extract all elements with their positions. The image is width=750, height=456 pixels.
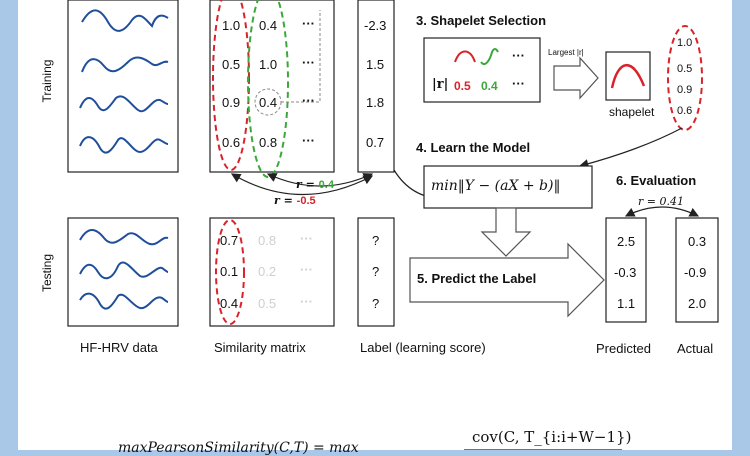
sim-test-r2c2: ··· <box>300 294 313 309</box>
predicted-box <box>605 217 647 323</box>
testing-side-label: Testing <box>40 253 54 293</box>
hrv-testing-wave-2 <box>79 261 169 280</box>
selected-value-2: 0.9 <box>677 84 693 96</box>
sim-train-r3c2: ··· <box>302 133 315 148</box>
train-label-1: 1.5 <box>366 57 385 72</box>
step3-val-red: 0.5 <box>454 79 471 93</box>
predicted-1: -0.3 <box>614 265 637 280</box>
sim-test-r2c0: 0.4 <box>220 296 239 311</box>
hrv-testing-box <box>67 217 179 327</box>
correlation-arc-red <box>230 173 374 196</box>
hrv-testing-wave-3 <box>79 292 169 310</box>
step6-title: 6. Evaluation <box>616 173 697 188</box>
hrv-testing-wave-1 <box>79 229 169 246</box>
step3-title: 3. Shapelet Selection <box>416 13 547 28</box>
step5-title: 5. Predict the Label <box>417 271 537 286</box>
predict-arrow <box>409 242 605 318</box>
sim-test-r0c2: ··· <box>300 231 313 246</box>
corr-green-label: r = 0.4 <box>296 178 334 191</box>
largest-r-arrow <box>553 56 599 100</box>
selected-value-3: 0.6 <box>677 105 693 117</box>
shapelet-curve <box>610 64 646 89</box>
similarity-caption: Similarity matrix <box>214 340 306 355</box>
corr-red-value: -0.5 <box>296 195 316 207</box>
train-label-0: -2.3 <box>364 18 387 33</box>
step3-dots-bottom: ··· <box>512 76 525 91</box>
shapelet-caption: shapelet <box>609 105 655 119</box>
sim-train-r2c1: 0.4 <box>259 95 278 110</box>
actual-caption: Actual <box>677 341 714 356</box>
model-down-arrow <box>480 207 532 257</box>
corr-green-value: 0.4 <box>318 179 334 191</box>
sim-test-r0c1: 0.8 <box>258 233 277 248</box>
candidate-shape-green-icon <box>480 48 499 66</box>
predicted-2: 1.1 <box>617 296 636 311</box>
test-label-1: ? <box>372 264 380 279</box>
sim-test-r0c0: 0.7 <box>220 233 239 248</box>
hrv-training-box <box>67 0 179 173</box>
label-training-box <box>357 0 395 173</box>
sim-test-r2c1: 0.5 <box>258 296 277 311</box>
hrv-training-wave-3 <box>79 95 169 113</box>
sim-train-r0c0: 1.0 <box>222 18 241 33</box>
sim-train-r3c1: 0.8 <box>259 135 278 150</box>
corr-red-prefix: r = <box>274 194 297 207</box>
hrv-training-wave-4 <box>79 136 169 154</box>
label-caption: Label (learning score) <box>360 340 486 355</box>
largest-r-label: Largest |r| <box>548 48 584 57</box>
hrv-training-wave-2 <box>81 56 169 73</box>
hrv-caption: HF-HRV data <box>80 340 158 355</box>
step4-formula: min‖Y − (aX + b)‖ <box>431 178 561 194</box>
step3-dots-top: ··· <box>512 48 525 63</box>
step4-title: 4. Learn the Model <box>416 140 531 155</box>
sim-train-r3c0: 0.6 <box>222 135 241 150</box>
train-label-2: 1.8 <box>366 95 385 110</box>
shapelet-to-model-arrow <box>578 127 683 169</box>
test-label-0: ? <box>372 233 380 248</box>
predicted-caption: Predicted <box>596 341 651 356</box>
selected-values-ellipse <box>667 25 703 131</box>
corr-green-prefix: r = <box>296 178 319 191</box>
sim-train-r1c1: 1.0 <box>259 57 278 72</box>
hrv-training-wave-1 <box>81 9 169 32</box>
actual-0: 0.3 <box>688 234 707 249</box>
step3-val-green: 0.4 <box>481 79 498 93</box>
sim-train-r0c2: ··· <box>302 16 315 31</box>
actual-box <box>675 217 719 323</box>
shapelet-candidates-box <box>423 37 541 103</box>
formula-lhs: maxPearsonSimilarity(C,T) = max <box>118 440 359 456</box>
sim-test-r1c1: 0.2 <box>258 264 277 279</box>
train-label-3: 0.7 <box>366 135 385 150</box>
actual-1: -0.9 <box>684 265 707 280</box>
training-side-label: Training <box>40 59 54 103</box>
corr-red-label: r = -0.5 <box>274 194 316 207</box>
evaluation-arc <box>624 206 700 217</box>
selected-value-1: 0.5 <box>677 63 693 75</box>
predicted-0: 2.5 <box>617 234 636 249</box>
similarity-testing-box <box>209 217 335 327</box>
connector-dashed <box>281 10 321 103</box>
sim-train-r0c1: 0.4 <box>259 18 278 33</box>
step3-abs-r: |r| <box>432 77 449 92</box>
sim-train-r1c0: 0.5 <box>222 57 241 72</box>
similarity-training-box <box>209 0 335 173</box>
sim-train-r2c0: 0.9 <box>222 95 241 110</box>
evaluation-r: r = 0.41 <box>638 195 684 208</box>
candidate-shape-red-icon <box>454 50 476 63</box>
sim-train-r2c2: ··· <box>302 93 315 108</box>
test-label-2: ? <box>372 296 380 311</box>
formula-numerator: cov(C, T_{i:i+W−1}) <box>472 428 632 446</box>
label-testing-box <box>357 217 395 327</box>
sim-train-r1c2: ··· <box>302 55 315 70</box>
shapelet-box <box>605 51 651 101</box>
model-formula-box <box>423 165 593 209</box>
sim-test-r1c0: 0.1 <box>220 264 239 279</box>
highlight-red-test-column <box>215 219 245 325</box>
sim-test-r1c2: ··· <box>300 262 313 277</box>
selected-value-0: 1.0 <box>677 37 693 49</box>
actual-2: 2.0 <box>688 296 707 311</box>
